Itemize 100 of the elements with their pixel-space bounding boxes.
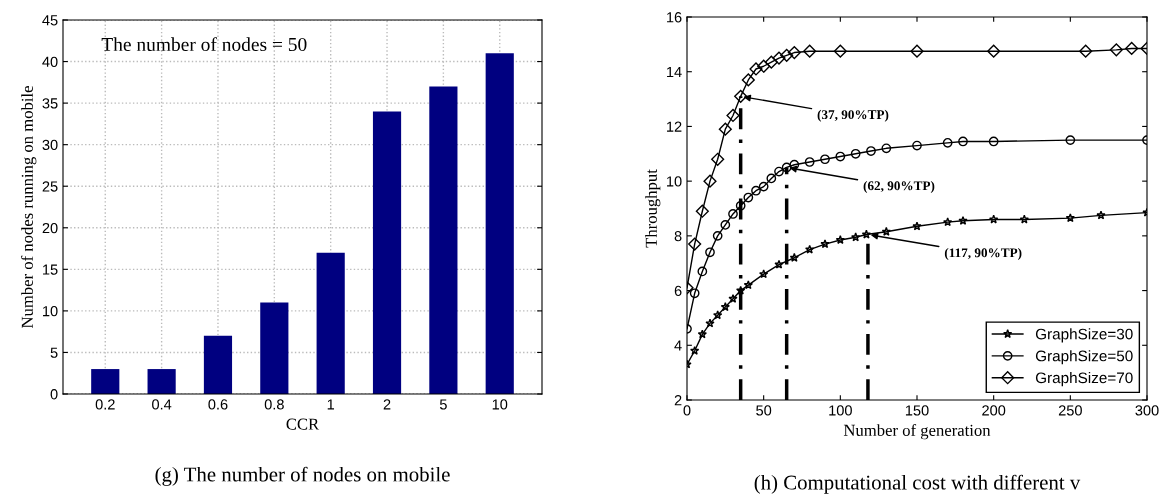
point	[943, 217, 953, 227]
point	[989, 214, 999, 224]
point	[1125, 41, 1139, 56]
point	[774, 259, 784, 269]
point	[772, 51, 786, 65]
point	[1096, 210, 1106, 220]
y-tick-label: 16	[667, 12, 682, 23]
bar	[91, 369, 120, 394]
point	[728, 293, 738, 303]
x-tick-label: 0.8	[264, 399, 284, 410]
x-tick-label: 5	[439, 399, 447, 410]
y-tick-label: 45	[42, 15, 58, 26]
legend-label: GraphSize=50	[1035, 350, 1133, 365]
point	[881, 143, 892, 154]
point	[713, 310, 723, 320]
point	[912, 221, 922, 231]
text: (g) The number of nodes on mobile	[155, 466, 450, 486]
point	[718, 122, 732, 136]
point	[757, 59, 771, 73]
x-tick-label: 0	[683, 405, 691, 416]
point	[697, 266, 708, 277]
x-tick-label: 150	[905, 405, 929, 416]
point	[866, 146, 876, 156]
bar	[316, 252, 345, 394]
y-tick-label: 0	[50, 389, 58, 400]
y-tick-label: 6	[674, 285, 682, 296]
point	[1109, 43, 1123, 57]
x-tick-label: 250	[1058, 405, 1082, 416]
point	[689, 288, 700, 299]
point	[942, 137, 953, 148]
x-tick-label: 2	[383, 399, 391, 410]
bar	[485, 53, 514, 394]
point	[789, 252, 799, 262]
point	[758, 181, 769, 192]
y-tick-label: 10	[667, 176, 682, 187]
point	[820, 154, 830, 165]
point	[1065, 213, 1075, 223]
point	[703, 174, 717, 188]
point	[712, 230, 723, 241]
point	[1019, 214, 1029, 224]
point	[803, 44, 817, 58]
point	[958, 215, 968, 225]
x-tick-label: 0.2	[95, 399, 115, 410]
annotation: (37, 90%TP)	[817, 109, 889, 122]
point	[804, 157, 815, 167]
x-axis-title: Number of generation	[843, 424, 991, 440]
point	[774, 166, 784, 177]
point	[987, 44, 1001, 58]
point	[1065, 135, 1076, 145]
point	[743, 192, 754, 203]
x-axis-title: CCR	[286, 418, 320, 430]
bar	[203, 335, 233, 394]
legend-label: GraphSize=30	[1035, 328, 1133, 343]
point	[759, 269, 769, 279]
point	[720, 302, 730, 312]
point	[726, 108, 740, 123]
y-tick-label: 8	[674, 230, 682, 242]
point	[850, 148, 861, 159]
x-tick-label: 200	[982, 405, 1006, 416]
point	[690, 345, 700, 355]
point	[835, 151, 846, 162]
point	[912, 140, 922, 151]
point	[780, 48, 794, 62]
point	[910, 44, 924, 58]
legend-label: GraphSize=70	[1035, 372, 1133, 387]
y-tick-label: 40	[42, 56, 58, 67]
y-tick-label: 20	[42, 222, 58, 234]
point	[711, 152, 725, 166]
y-tick-label: 12	[667, 121, 682, 132]
point	[833, 44, 847, 58]
x-tick-label: 1	[327, 399, 335, 410]
point	[720, 220, 731, 230]
annotation: (62, 90%TP)	[863, 180, 935, 193]
x-tick-label: 0.4	[152, 399, 172, 410]
point	[735, 200, 746, 211]
y-tick-label: 14	[667, 66, 682, 77]
point	[835, 235, 845, 245]
point	[705, 247, 715, 258]
point	[705, 318, 715, 328]
x-tick-label: 10	[492, 399, 508, 410]
point	[764, 55, 778, 69]
bar	[260, 302, 289, 394]
y-tick-label: 4	[674, 340, 682, 351]
point	[789, 159, 800, 170]
point	[781, 162, 792, 173]
point	[695, 204, 709, 218]
bar	[429, 86, 458, 394]
x-tick-label: 300	[1135, 405, 1159, 416]
point	[820, 239, 830, 249]
point	[688, 237, 702, 251]
point	[736, 285, 746, 295]
bar	[147, 369, 176, 394]
point	[851, 232, 861, 242]
point	[728, 209, 738, 219]
annotation: (117, 90%TP)	[944, 247, 1022, 260]
point	[741, 73, 755, 87]
y-tick-label: 5	[50, 347, 58, 358]
x-tick-label: 100	[829, 405, 852, 416]
point	[734, 89, 748, 103]
point	[787, 45, 801, 60]
